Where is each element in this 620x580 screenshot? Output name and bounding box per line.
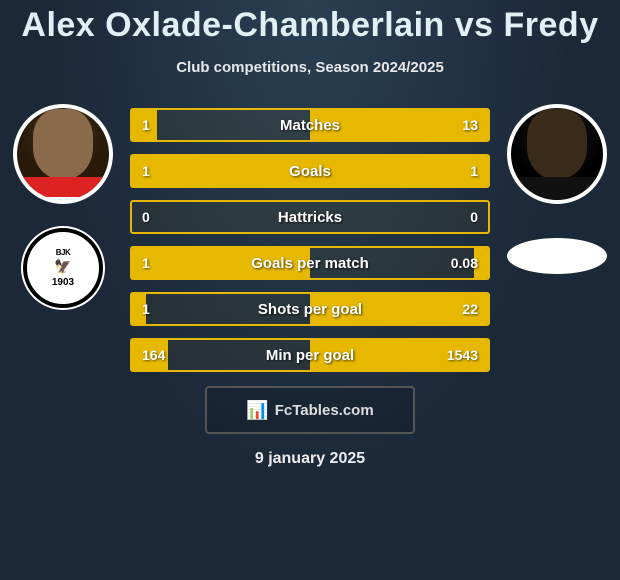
stat-fill-left [132, 156, 310, 186]
stat-value-left: 1 [142, 117, 150, 133]
stat-row: 1 22 Shots per goal [130, 292, 490, 326]
stat-value-right: 1543 [447, 347, 478, 363]
stats-bars: 1 13 Matches 1 1 Goals 0 0 Hattricks 1 0.08 Goals p… [118, 108, 502, 372]
stat-value-left: 1 [142, 163, 150, 179]
stat-row: 1 13 Matches [130, 108, 490, 142]
club-emblem-icon: 🦅 [54, 258, 71, 275]
stat-value-left: 1 [142, 255, 150, 271]
stat-row: 1 0.08 Goals per match [130, 246, 490, 280]
left-column: BJK 🦅 1903 [8, 104, 118, 372]
stat-value-left: 164 [142, 347, 165, 363]
snapshot-date: 9 january 2025 [0, 450, 620, 468]
stat-row: 164 1543 Min per goal [130, 338, 490, 372]
stat-label: Shots per goal [258, 301, 362, 318]
club-year: 1903 [52, 277, 74, 288]
footer-attribution: 📊 FcTables.com [205, 386, 415, 434]
player2-club-logo [507, 238, 607, 274]
player1-avatar [13, 104, 113, 204]
stat-value-right: 0 [470, 209, 478, 225]
stat-value-left: 1 [142, 301, 150, 317]
stat-label: Goals [289, 163, 331, 180]
page-title: Alex Oxlade-Chamberlain vs Fredy [0, 0, 620, 45]
stat-row: 1 1 Goals [130, 154, 490, 188]
comparison-area: BJK 🦅 1903 113Matches11Goals00Hattricks1… [0, 104, 620, 372]
stat-label: Matches [280, 117, 340, 134]
player1-club-logo: BJK 🦅 1903 [23, 228, 103, 308]
club-abbrev: BJK [56, 248, 71, 257]
stat-value-right: 0.08 [451, 255, 478, 271]
stat-value-left: 0 [142, 209, 150, 225]
subtitle: Club competitions, Season 2024/2025 [0, 59, 620, 76]
stat-fill-right [310, 156, 488, 186]
stat-label: Goals per match [251, 255, 369, 272]
chart-icon: 📊 [246, 400, 268, 421]
footer-site: FcTables.com [275, 402, 374, 419]
stat-value-right: 13 [462, 117, 478, 133]
stat-label: Hattricks [278, 209, 342, 226]
stat-label: Min per goal [266, 347, 354, 364]
stat-value-right: 22 [462, 301, 478, 317]
right-column [502, 104, 612, 372]
stat-row: 0 0 Hattricks [130, 200, 490, 234]
player2-avatar [507, 104, 607, 204]
stat-value-right: 1 [470, 163, 478, 179]
